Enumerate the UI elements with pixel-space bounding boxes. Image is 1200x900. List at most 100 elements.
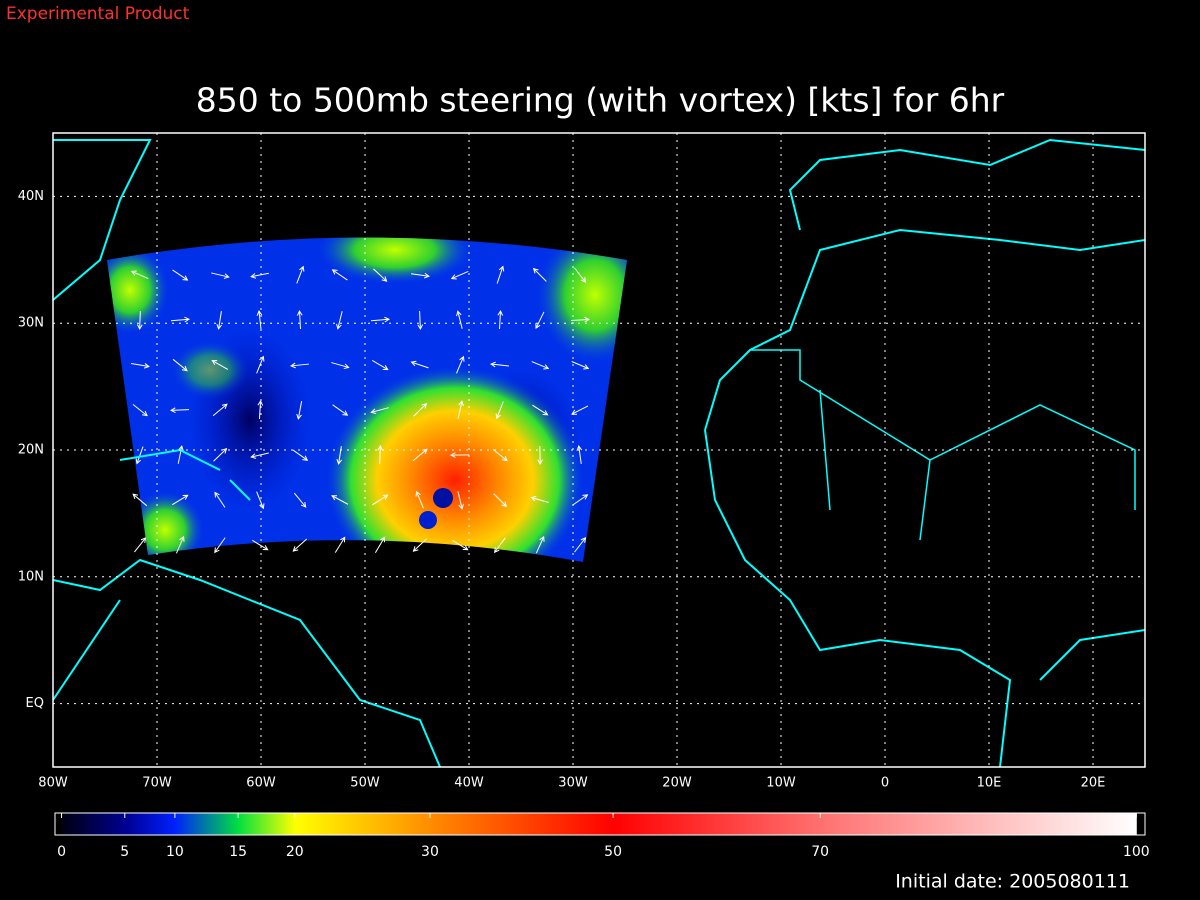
arrow-head <box>331 495 338 501</box>
arrow-head <box>415 490 421 497</box>
wind-arrow <box>412 448 428 462</box>
arrow-shaft <box>177 446 183 464</box>
arrow-head <box>216 324 223 330</box>
colorbar-label: 10 <box>166 844 184 860</box>
x-tick-label: 10E <box>977 776 1002 791</box>
arrow-shaft <box>371 407 389 413</box>
arrow-shaft <box>370 318 390 322</box>
arrow-head <box>342 410 349 416</box>
arrow-head <box>142 410 148 417</box>
arrow-shaft <box>337 311 343 329</box>
arrow-head <box>182 494 189 500</box>
colorbar-label: 0 <box>57 844 66 860</box>
arrow-shaft <box>572 494 588 506</box>
arrow-shaft <box>292 449 308 461</box>
arrow-shaft <box>457 311 463 329</box>
arrow-shaft <box>496 401 504 419</box>
arrow-shaft <box>170 409 190 411</box>
arrow-head <box>580 537 587 543</box>
wind-arrow <box>172 269 189 281</box>
wind-arrow <box>216 311 223 330</box>
arrow-shaft <box>457 491 463 509</box>
arrow-head <box>221 448 228 454</box>
arrow-head <box>458 400 464 407</box>
arrow-head <box>343 363 350 370</box>
arrow-head <box>542 410 549 416</box>
wind-arrow <box>135 446 144 465</box>
wind-arrow <box>290 362 310 369</box>
wind-arrow <box>456 355 465 374</box>
wind-arrow <box>213 448 228 462</box>
wind-arrow <box>214 537 226 554</box>
wind-arrow <box>370 407 389 414</box>
arrow-head <box>580 277 587 283</box>
arrow-shaft <box>251 452 269 458</box>
arrow-shaft <box>334 537 346 553</box>
wind-arrow <box>256 491 265 510</box>
arrow-shaft <box>214 537 226 553</box>
wind-arrow <box>492 448 508 462</box>
wind-field <box>107 237 627 562</box>
wind-arrow <box>332 404 349 416</box>
arrow-head <box>178 445 184 452</box>
arrow-head <box>539 535 545 542</box>
arrow-head <box>296 413 302 420</box>
arrow-head <box>340 536 346 543</box>
arrow-shaft <box>372 359 388 371</box>
arrow-head <box>490 361 496 368</box>
colorbar-frame <box>54 812 1146 836</box>
arrow-shaft <box>134 537 146 553</box>
arrow-head <box>250 273 257 279</box>
arrow-head <box>458 503 464 510</box>
wind-arrow <box>372 494 389 506</box>
wind-arrow <box>296 265 305 284</box>
wind-arrow <box>532 267 547 282</box>
arrow-head <box>182 275 189 281</box>
arrow-head <box>450 274 457 280</box>
wind-arrows <box>130 265 591 554</box>
arrow-head <box>456 310 462 317</box>
wind-arrow <box>175 535 185 554</box>
arrow-head <box>211 359 218 366</box>
arrow-shaft <box>496 266 504 284</box>
arrow-head <box>256 310 263 316</box>
coastlines <box>53 138 1145 767</box>
arrow-shaft <box>139 310 141 330</box>
wind-arrow <box>457 491 464 510</box>
arrow-head <box>424 272 430 279</box>
arrow-shaft <box>452 539 468 551</box>
y-tick-label: 10N <box>18 569 44 584</box>
arrow-shaft <box>252 539 268 551</box>
arrow-head <box>296 309 303 316</box>
arrow-shaft <box>456 356 464 374</box>
arrow-shaft <box>331 495 349 505</box>
arrow-shaft <box>331 362 349 368</box>
wind-arrow <box>535 311 545 330</box>
wind-arrow <box>410 360 429 369</box>
wind-arrow <box>293 492 307 508</box>
arrow-shaft <box>172 494 188 506</box>
arrow-shaft <box>293 492 307 508</box>
arrow-shaft <box>494 537 506 553</box>
arrow-shaft <box>419 310 421 330</box>
arrow-head <box>421 402 428 409</box>
wind-arrow <box>136 310 143 331</box>
arrow-head <box>140 537 147 543</box>
arrow-shaft <box>332 269 348 281</box>
wind-arrow <box>211 272 230 279</box>
arrow-shaft <box>535 311 545 329</box>
wind-arrow <box>372 359 389 371</box>
arrow-head <box>495 413 501 420</box>
arrow-shaft <box>213 448 227 462</box>
colorbar-segment <box>61 813 126 835</box>
wind-arrow <box>497 309 504 330</box>
wind-arrow <box>331 362 350 370</box>
arrow-head <box>497 309 504 316</box>
arrow-shaft <box>132 493 148 507</box>
wind-arrow <box>296 401 303 420</box>
arrow-head <box>336 459 343 465</box>
wind-arrow <box>212 403 228 417</box>
arrow-head <box>184 316 191 323</box>
colorbar-segment <box>174 813 239 835</box>
